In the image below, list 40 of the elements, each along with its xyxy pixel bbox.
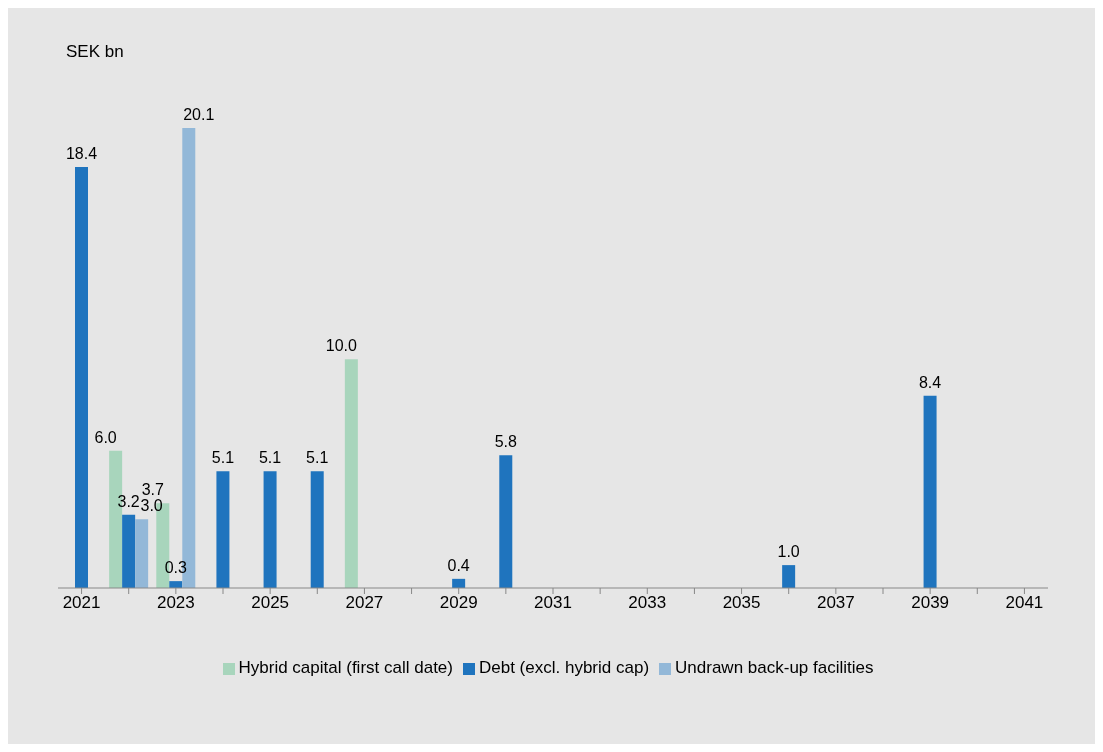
x-tick-label: 2041 (1005, 593, 1044, 613)
data-label: 20.1 (183, 106, 215, 123)
data-label: 8.4 (918, 373, 942, 391)
data-label: 5.1 (306, 449, 329, 467)
x-tick-label: 2025 (251, 593, 290, 613)
bar (344, 359, 358, 588)
data-label: 5.8 (494, 433, 517, 451)
legend-label: Hybrid capital (first call date) (238, 658, 453, 677)
x-tick-label: 2039 (911, 593, 950, 613)
bar (263, 471, 277, 588)
y-axis-title: SEK bn (66, 42, 124, 62)
x-tick-label: 2033 (628, 593, 667, 613)
x-tick-label: 2035 (722, 593, 761, 613)
x-tick-label: 2021 (62, 593, 101, 613)
x-tick-label: 2023 (156, 593, 195, 613)
bar (923, 395, 937, 588)
data-label: 10.0 (325, 337, 358, 355)
bar (782, 565, 796, 588)
x-tick-label: 2029 (439, 593, 478, 613)
data-label: 5.1 (258, 449, 282, 467)
data-label: 0.3 (164, 559, 187, 577)
legend-label: Debt (excl. hybrid cap) (478, 658, 650, 677)
data-label: 6.0 (94, 428, 117, 446)
data-label: 3.7 (141, 481, 164, 499)
legend-label: Undrawn back-up facilities (675, 658, 874, 677)
data-label: 3.0 (140, 497, 163, 515)
data-label: 3.2 (117, 492, 140, 510)
data-label: 0.4 (447, 556, 470, 574)
bar (499, 455, 513, 588)
bar (75, 166, 88, 588)
x-tick-label: 2037 (816, 593, 855, 613)
x-tick-label: 2027 (345, 593, 384, 613)
data-label: 18.4 (65, 144, 98, 162)
data-label: 5.1 (211, 449, 235, 467)
bar (310, 471, 324, 588)
bar (135, 519, 149, 588)
bar (216, 471, 230, 588)
x-tick-label: 2031 (534, 593, 572, 613)
bar (122, 514, 136, 588)
data-label: 1.0 (777, 543, 800, 561)
